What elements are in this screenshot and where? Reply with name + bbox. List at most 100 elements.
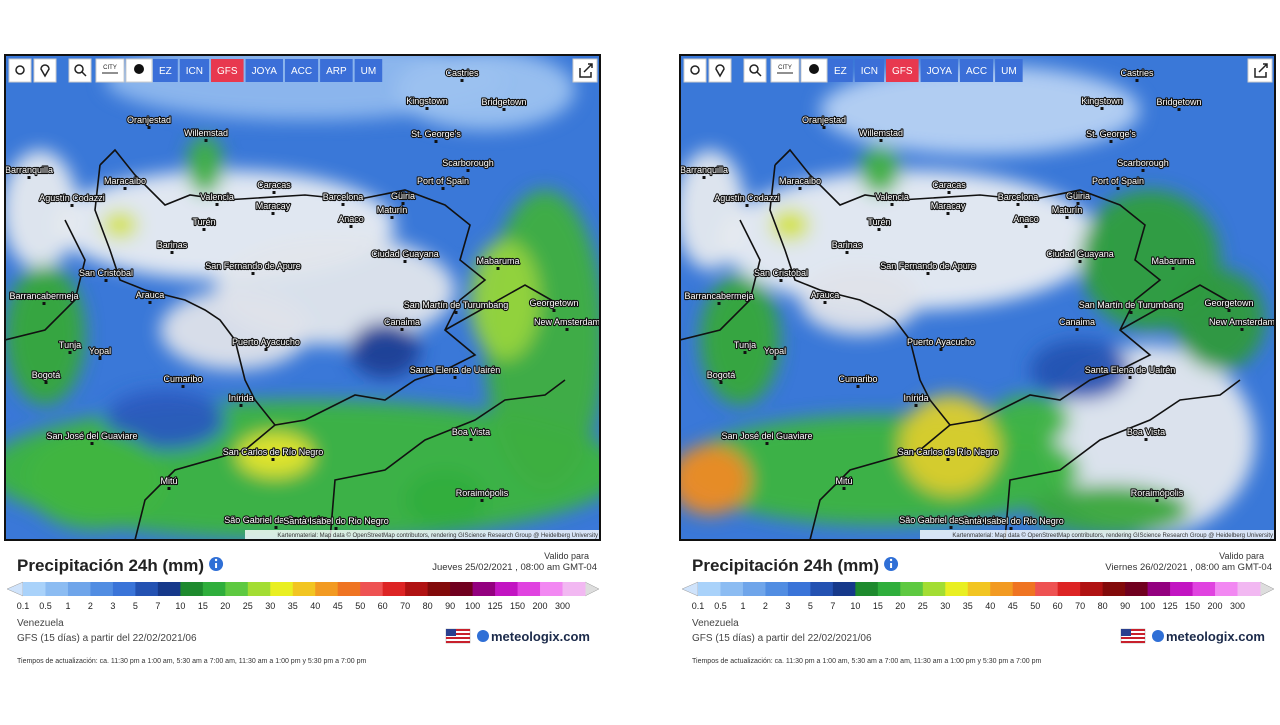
city-label: Oranjestad	[802, 115, 846, 125]
city-label: New Amsterdam	[1209, 317, 1275, 327]
city-label: São Gabriel da Cachoeira	[899, 515, 1003, 525]
city-label: Inírida	[228, 393, 253, 403]
map-frame	[679, 54, 1276, 541]
legend-swatch	[877, 582, 901, 596]
legend-swatch	[1080, 582, 1104, 596]
flag-stripe	[446, 637, 470, 639]
model-label: ACC	[291, 66, 312, 77]
model-button[interactable]	[886, 59, 919, 82]
city-label: Bogotá	[707, 370, 736, 380]
city-dot	[1076, 202, 1080, 205]
city-button[interactable]	[95, 58, 125, 83]
legend-swatch	[247, 582, 271, 596]
city-dot	[1065, 216, 1069, 219]
precip-area	[395, 55, 575, 130]
precip-area	[105, 390, 225, 450]
model-button[interactable]	[320, 59, 353, 82]
legend-value: 40	[310, 601, 320, 611]
precip-area	[237, 433, 313, 477]
city-label: Barinas	[157, 240, 188, 250]
legend-value: 70	[1075, 601, 1085, 611]
model-button[interactable]	[959, 59, 994, 82]
zoom-icon	[749, 64, 759, 74]
border	[809, 424, 951, 540]
city-dot	[272, 191, 276, 194]
city-dot	[717, 302, 721, 305]
city-dot	[1024, 225, 1028, 228]
legend-swatch	[1170, 582, 1194, 596]
legend-value: 20	[220, 601, 230, 611]
legend-value: 125	[488, 601, 503, 611]
tool-button[interactable]	[8, 58, 32, 83]
city-button-label: CITY	[103, 65, 117, 71]
city-label: São Gabriel da Cachoeira	[224, 515, 328, 525]
tool-button[interactable]	[68, 58, 92, 83]
map: Castries Kingstown Bridgetown Oranjestad Wil…	[680, 55, 1275, 540]
legend-arrow-right	[584, 581, 600, 597]
model-run: GFS (15 días) a partir del 22/02/2021/06	[17, 633, 197, 644]
legend-value: 100	[1140, 601, 1155, 611]
legend-value: 50	[355, 601, 365, 611]
model-button[interactable]	[284, 59, 319, 82]
tool-button[interactable]	[33, 58, 57, 83]
legend-swatch	[1057, 582, 1081, 596]
legend-value: 25	[918, 601, 928, 611]
city-dot	[947, 191, 951, 194]
city-dot	[274, 526, 278, 529]
legend-swatch	[90, 582, 114, 596]
legend-swatch	[180, 582, 204, 596]
city-label: Willemstad	[859, 128, 903, 138]
city-button[interactable]	[770, 58, 800, 83]
dot-icon	[134, 64, 144, 74]
model-button[interactable]	[354, 59, 383, 82]
model-button[interactable]	[854, 59, 885, 82]
city-dot	[1009, 527, 1013, 530]
model-button[interactable]	[920, 59, 958, 82]
city-label: Caracas	[932, 180, 966, 190]
city-label: Arauca	[136, 290, 165, 300]
precip-area	[700, 275, 780, 405]
model-button[interactable]	[179, 59, 210, 82]
tool-button[interactable]	[683, 58, 707, 83]
model-button[interactable]	[153, 59, 178, 82]
legend-value: 30	[940, 601, 950, 611]
city-dot	[400, 328, 404, 331]
legend-value: 125	[1163, 601, 1178, 611]
city-label: Kingstown	[1081, 96, 1123, 106]
legend-swatch	[1237, 582, 1261, 596]
city-label: Arauca	[811, 290, 840, 300]
model-button[interactable]	[995, 59, 1023, 82]
legend-swatch	[765, 582, 789, 596]
legend-swatch	[405, 582, 429, 596]
zoom-icon	[74, 64, 84, 74]
model-label: ICN	[861, 66, 878, 77]
dot-icon	[809, 64, 819, 74]
flag-stripe	[446, 633, 470, 635]
flag-stripe	[1121, 641, 1145, 643]
brand-logo	[1152, 630, 1164, 642]
model-button[interactable]	[245, 59, 283, 82]
legend-value: 30	[265, 601, 275, 611]
info-icon-dot	[889, 558, 893, 562]
panel: Castries Kingstown Bridgetown Oranjestad Wil…	[4, 54, 601, 665]
tool-button[interactable]	[708, 58, 732, 83]
city-dot	[167, 487, 171, 490]
city-label: San José del Guaviare	[721, 431, 812, 441]
legend-swatch	[562, 582, 586, 596]
share-icon	[1254, 63, 1268, 78]
city-label: San Carlos de Río Negro	[898, 447, 999, 457]
model-button[interactable]	[828, 59, 853, 82]
tool-button[interactable]	[743, 58, 767, 83]
precip-area	[160, 290, 310, 370]
city-label: Anaco	[1013, 214, 1039, 224]
share-icon	[579, 63, 593, 78]
legend-value: 90	[1120, 601, 1130, 611]
legend-value: 200	[1208, 601, 1223, 611]
legend-swatch	[855, 582, 879, 596]
city-dot	[1141, 169, 1145, 172]
flag-canton	[1121, 629, 1131, 636]
model-button[interactable]	[211, 59, 244, 82]
legend-swatch	[360, 582, 384, 596]
legend-value: 2	[763, 601, 768, 611]
